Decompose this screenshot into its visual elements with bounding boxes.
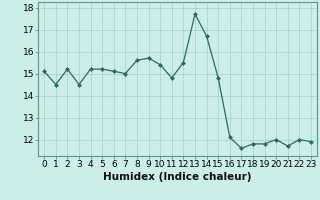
X-axis label: Humidex (Indice chaleur): Humidex (Indice chaleur): [103, 172, 252, 182]
